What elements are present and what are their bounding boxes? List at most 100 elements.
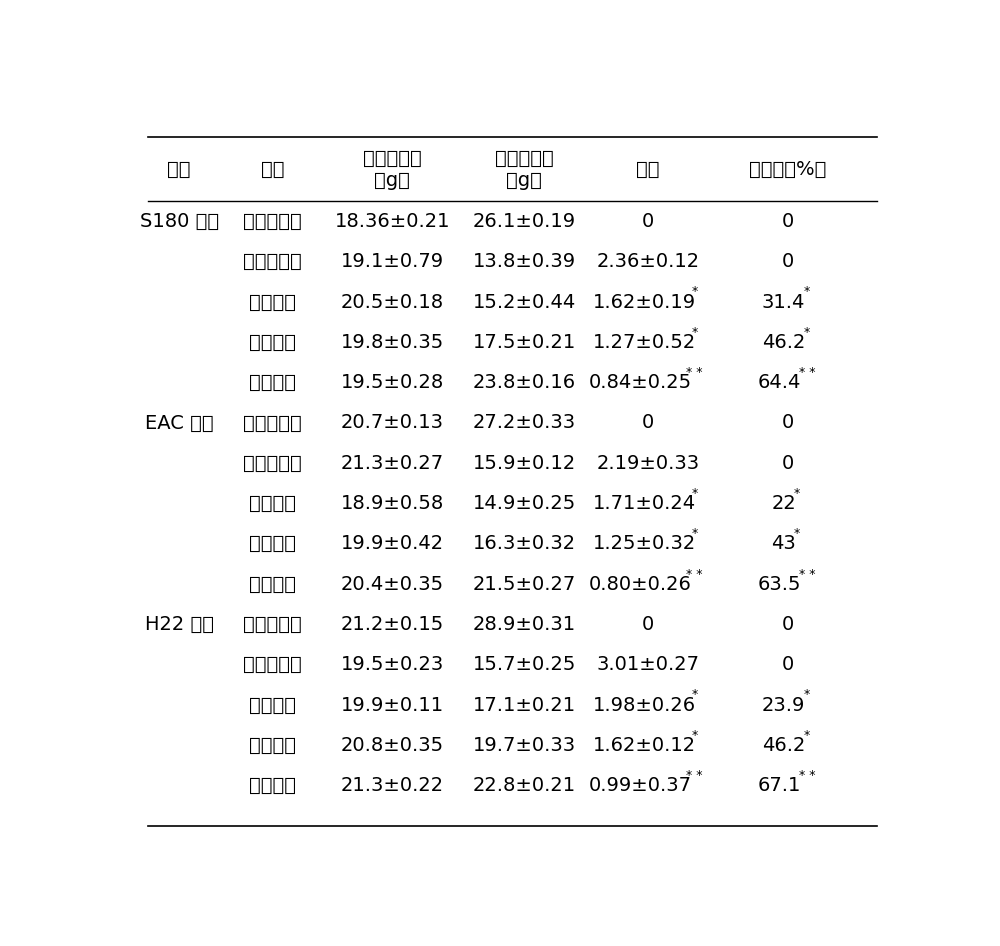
Text: *: * <box>691 728 698 742</box>
Text: 21.5±0.27: 21.5±0.27 <box>473 574 576 594</box>
Text: 31.4: 31.4 <box>762 292 805 311</box>
Text: S180 瘤株: S180 瘤株 <box>140 212 219 231</box>
Text: 2.19±0.33: 2.19±0.33 <box>597 454 700 473</box>
Text: 19.1±0.79: 19.1±0.79 <box>341 253 444 272</box>
Text: 20.5±0.18: 20.5±0.18 <box>341 292 444 311</box>
Text: 低剂量组: 低剂量组 <box>249 292 296 311</box>
Text: 21.2±0.15: 21.2±0.15 <box>341 615 444 634</box>
Text: 18.9±0.58: 18.9±0.58 <box>341 494 444 513</box>
Text: 27.2±0.33: 27.2±0.33 <box>473 413 576 432</box>
Text: *: * <box>691 527 698 540</box>
Text: 23.8±0.16: 23.8±0.16 <box>473 373 576 393</box>
Text: 0.80±0.26: 0.80±0.26 <box>589 574 692 594</box>
Text: 0: 0 <box>642 212 654 231</box>
Text: H22 瘤株: H22 瘤株 <box>145 615 214 634</box>
Text: * *: * * <box>686 366 703 379</box>
Text: 组别: 组别 <box>260 160 284 179</box>
Text: 23.9: 23.9 <box>762 695 805 714</box>
Text: 15.2±0.44: 15.2±0.44 <box>473 292 576 311</box>
Text: 19.5±0.23: 19.5±0.23 <box>341 656 444 674</box>
Text: 0: 0 <box>782 656 794 674</box>
Text: *: * <box>794 527 800 540</box>
Text: * *: * * <box>799 366 815 379</box>
Text: 0: 0 <box>782 253 794 272</box>
Text: * *: * * <box>799 568 815 581</box>
Text: 0.99±0.37: 0.99±0.37 <box>589 776 692 796</box>
Text: 0: 0 <box>782 615 794 634</box>
Text: *: * <box>794 487 800 500</box>
Text: 67.1: 67.1 <box>758 776 801 796</box>
Text: 0: 0 <box>782 454 794 473</box>
Text: 28.9±0.31: 28.9±0.31 <box>473 615 576 634</box>
Text: 19.8±0.35: 19.8±0.35 <box>341 333 444 352</box>
Text: 1.98±0.26: 1.98±0.26 <box>593 695 696 714</box>
Text: 低剂量组: 低剂量组 <box>249 494 296 513</box>
Text: 空白对照组: 空白对照组 <box>243 413 302 432</box>
Text: EAC 瘤株: EAC 瘤株 <box>145 413 214 432</box>
Text: *: * <box>804 689 810 701</box>
Text: 63.5: 63.5 <box>758 574 801 594</box>
Text: 17.5±0.21: 17.5±0.21 <box>473 333 576 352</box>
Text: 26.1±0.19: 26.1±0.19 <box>473 212 576 231</box>
Text: 瘤株: 瘤株 <box>168 160 191 179</box>
Text: 1.27±0.52: 1.27±0.52 <box>592 333 696 352</box>
Text: 模型对照组: 模型对照组 <box>243 656 302 674</box>
Text: *: * <box>691 286 698 299</box>
Text: 19.7±0.33: 19.7±0.33 <box>473 736 576 755</box>
Text: 空白对照组: 空白对照组 <box>243 615 302 634</box>
Text: 20.7±0.13: 20.7±0.13 <box>341 413 444 432</box>
Text: *: * <box>691 689 698 701</box>
Text: 0: 0 <box>642 615 654 634</box>
Text: *: * <box>691 325 698 339</box>
Text: *: * <box>804 728 810 742</box>
Text: 43: 43 <box>771 534 796 553</box>
Text: 模型对照组: 模型对照组 <box>243 253 302 272</box>
Text: 18.36±0.21: 18.36±0.21 <box>335 212 450 231</box>
Text: 19.5±0.28: 19.5±0.28 <box>341 373 444 393</box>
Text: 1.25±0.32: 1.25±0.32 <box>592 534 696 553</box>
Text: * *: * * <box>686 568 703 581</box>
Text: 中剂量组: 中剂量组 <box>249 534 296 553</box>
Text: 中剂量组: 中剂量组 <box>249 736 296 755</box>
Text: 抑瘤率（%）: 抑瘤率（%） <box>749 160 826 179</box>
Text: *: * <box>691 487 698 500</box>
Text: 14.9±0.25: 14.9±0.25 <box>473 494 576 513</box>
Text: * *: * * <box>799 769 815 782</box>
Text: 高剂量组: 高剂量组 <box>249 574 296 594</box>
Text: 空白对照组: 空白对照组 <box>243 212 302 231</box>
Text: 16.3±0.32: 16.3±0.32 <box>473 534 576 553</box>
Text: 模型对照组: 模型对照组 <box>243 454 302 473</box>
Text: 3.01±0.27: 3.01±0.27 <box>597 656 700 674</box>
Text: 1.71±0.24: 1.71±0.24 <box>593 494 696 513</box>
Text: 1.62±0.19: 1.62±0.19 <box>593 292 696 311</box>
Text: 15.9±0.12: 15.9±0.12 <box>473 454 576 473</box>
Text: 0: 0 <box>782 413 794 432</box>
Text: 64.4: 64.4 <box>758 373 801 393</box>
Text: 瘤重: 瘤重 <box>636 160 660 179</box>
Text: 低剂量组: 低剂量组 <box>249 695 296 714</box>
Text: * *: * * <box>686 769 703 782</box>
Text: 22: 22 <box>771 494 796 513</box>
Text: 46.2: 46.2 <box>762 736 805 755</box>
Text: 19.9±0.11: 19.9±0.11 <box>341 695 444 714</box>
Text: 0.84±0.25: 0.84±0.25 <box>589 373 692 393</box>
Text: 20.8±0.35: 20.8±0.35 <box>341 736 444 755</box>
Text: 1.62±0.12: 1.62±0.12 <box>593 736 696 755</box>
Text: *: * <box>804 325 810 339</box>
Text: 46.2: 46.2 <box>762 333 805 352</box>
Text: 20.4±0.35: 20.4±0.35 <box>341 574 444 594</box>
Text: *: * <box>804 286 810 299</box>
Text: 13.8±0.39: 13.8±0.39 <box>473 253 576 272</box>
Text: 实验前体重
（g）: 实验前体重 （g） <box>363 149 422 189</box>
Text: 15.7±0.25: 15.7±0.25 <box>472 656 576 674</box>
Text: 2.36±0.12: 2.36±0.12 <box>597 253 700 272</box>
Text: 高剂量组: 高剂量组 <box>249 776 296 796</box>
Text: 21.3±0.27: 21.3±0.27 <box>341 454 444 473</box>
Text: 0: 0 <box>782 212 794 231</box>
Text: 实验后体重
（g）: 实验后体重 （g） <box>495 149 554 189</box>
Text: 19.9±0.42: 19.9±0.42 <box>341 534 444 553</box>
Text: 22.8±0.21: 22.8±0.21 <box>473 776 576 796</box>
Text: 0: 0 <box>642 413 654 432</box>
Text: 17.1±0.21: 17.1±0.21 <box>473 695 576 714</box>
Text: 21.3±0.22: 21.3±0.22 <box>341 776 444 796</box>
